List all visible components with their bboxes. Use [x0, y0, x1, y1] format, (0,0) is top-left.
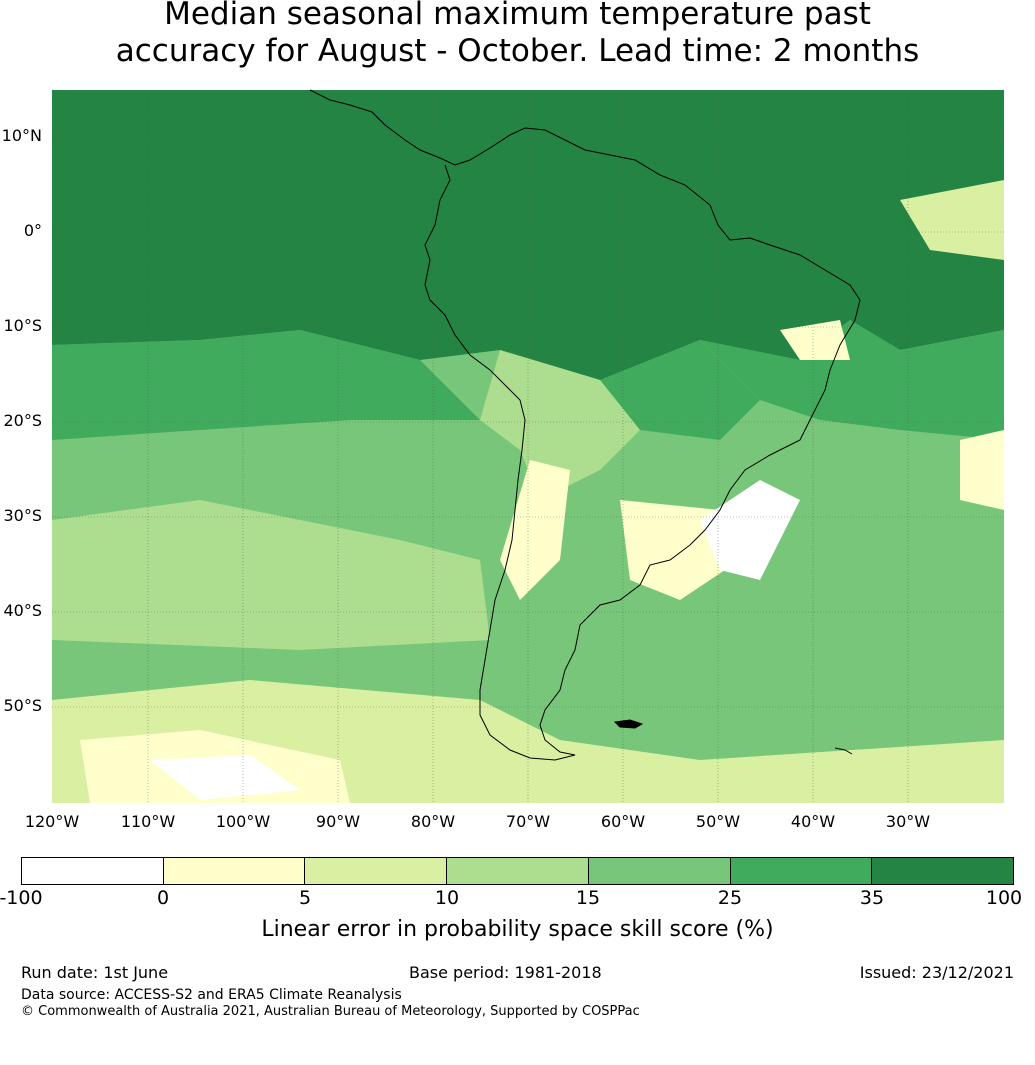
- lon-label-50w: 50°W: [695, 812, 741, 831]
- colorbar-segment-5: [588, 858, 731, 884]
- colorbar-segment-2: [163, 858, 306, 884]
- skill-region-brazil-east: [700, 320, 1004, 440]
- lat-label-50s: 50°S: [3, 696, 42, 715]
- skill-region-equatorial-atlantic: [900, 180, 1004, 260]
- colorbar-segment-3: [305, 858, 448, 884]
- colorbar-segment-1: [22, 858, 164, 884]
- base-period: Base period: 1981-2018: [409, 963, 602, 982]
- colorbar-tick-8: 100: [985, 887, 1023, 909]
- lon-label-70w: 70°W: [505, 812, 551, 831]
- lon-label-80w: 80°W: [410, 812, 456, 831]
- lat-label-40s: 40°S: [3, 601, 42, 620]
- colorbar: [21, 857, 1014, 885]
- data-source: Data source: ACCESS-S2 and ERA5 Climate …: [21, 987, 402, 1003]
- lon-label-120w: 120°W: [24, 812, 80, 831]
- skill-region-bolivia: [480, 350, 640, 500]
- coastline-south-america: [309, 89, 861, 761]
- colorbar-tick-1: -100: [0, 887, 43, 909]
- lat-label-30s: 30°S: [3, 506, 42, 525]
- lat-label-10n: 10°N: [1, 126, 42, 145]
- run-date: Run date: 1st June: [21, 963, 169, 982]
- low-skill-region-east-atlantic: [960, 430, 1004, 510]
- colorbar-segment-7: [872, 858, 1014, 884]
- colorbar-segment-6: [730, 858, 873, 884]
- lat-label-20s: 20°S: [3, 411, 42, 430]
- lat-label-10s: 10°S: [3, 316, 42, 335]
- issued-date: Issued: 23/12/2021: [859, 963, 1014, 982]
- lon-label-90w: 90°W: [315, 812, 361, 831]
- colorbar-segment-4: [447, 858, 589, 884]
- low-skill-region-northeast-brazil: [780, 320, 850, 360]
- skill-region-south-pacific: [52, 500, 490, 650]
- copyright-notice: © Commonwealth of Australia 2021, Austra…: [21, 1004, 640, 1019]
- lon-label-30w: 30°W: [885, 812, 931, 831]
- negative-skill-region-atlantic: [700, 480, 800, 580]
- map-title-line-2: accuracy for August - October. Lead time…: [115, 33, 920, 69]
- lat-label-0: 0°: [23, 221, 42, 240]
- colorbar-label: Linear error in probability space skill …: [261, 917, 774, 942]
- skill-score-map: [52, 89, 1004, 803]
- colorbar-tick-6: 25: [717, 887, 743, 909]
- coastline-falklands: [613, 719, 644, 729]
- skill-region-central-brazil: [600, 340, 760, 440]
- colorbar-tick-7: 35: [859, 887, 885, 909]
- negative-skill-region: [150, 755, 300, 800]
- graticule: [52, 90, 1004, 803]
- colorbar-tick-3: 5: [298, 887, 312, 909]
- lon-label-60w: 60°W: [600, 812, 646, 831]
- map-title-line-1: Median seasonal maximum temperature past: [164, 0, 871, 32]
- colorbar-tick-4: 10: [434, 887, 460, 909]
- skill-region-patagonia: [560, 590, 650, 700]
- lon-label-40w: 40°W: [790, 812, 836, 831]
- coastline-south-georgia: [834, 747, 853, 755]
- lon-label-100w: 100°W: [215, 812, 271, 831]
- low-skill-region-andes: [500, 460, 570, 600]
- colorbar-tick-2: 0: [156, 887, 170, 909]
- skill-region-east-pacific: [52, 330, 480, 440]
- colorbar-tick-5: 15: [575, 887, 601, 909]
- lon-label-110w: 110°W: [120, 812, 176, 831]
